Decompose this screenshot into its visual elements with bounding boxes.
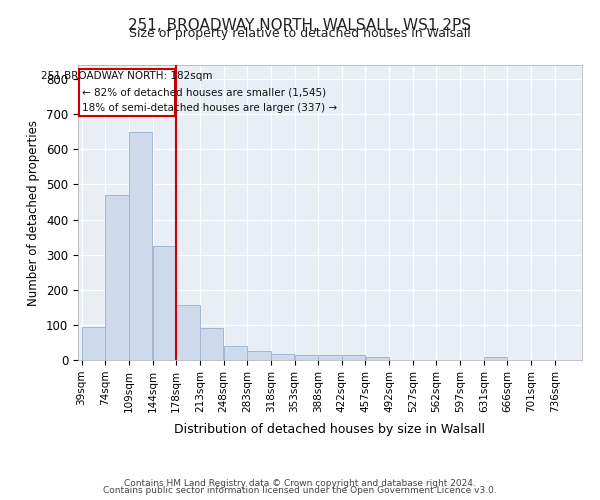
Text: Contains public sector information licensed under the Open Government Licence v3: Contains public sector information licen…: [103, 486, 497, 495]
Text: Size of property relative to detached houses in Walsall: Size of property relative to detached ho…: [129, 28, 471, 40]
Bar: [271, 354, 295, 360]
Bar: [200, 328, 223, 360]
Bar: [153, 246, 176, 360]
Bar: [342, 355, 365, 360]
Text: 251, BROADWAY NORTH, WALSALL, WS1 2PS: 251, BROADWAY NORTH, WALSALL, WS1 2PS: [128, 18, 472, 32]
Bar: [129, 132, 152, 360]
Y-axis label: Number of detached properties: Number of detached properties: [28, 120, 40, 306]
Bar: [176, 305, 200, 360]
Text: ← 82% of detached houses are smaller (1,545): ← 82% of detached houses are smaller (1,…: [82, 87, 326, 97]
Bar: [319, 355, 341, 360]
FancyBboxPatch shape: [79, 68, 175, 116]
Bar: [365, 357, 389, 360]
Text: 18% of semi-detached houses are larger (337) →: 18% of semi-detached houses are larger (…: [82, 103, 337, 113]
X-axis label: Distribution of detached houses by size in Walsall: Distribution of detached houses by size …: [175, 423, 485, 436]
Bar: [295, 354, 318, 360]
Bar: [484, 357, 507, 360]
Bar: [106, 195, 129, 360]
Bar: [247, 351, 271, 360]
Text: Contains HM Land Registry data © Crown copyright and database right 2024.: Contains HM Land Registry data © Crown c…: [124, 478, 476, 488]
Text: 251 BROADWAY NORTH: 182sqm: 251 BROADWAY NORTH: 182sqm: [41, 72, 213, 82]
Bar: [224, 346, 247, 360]
Bar: [82, 326, 105, 360]
